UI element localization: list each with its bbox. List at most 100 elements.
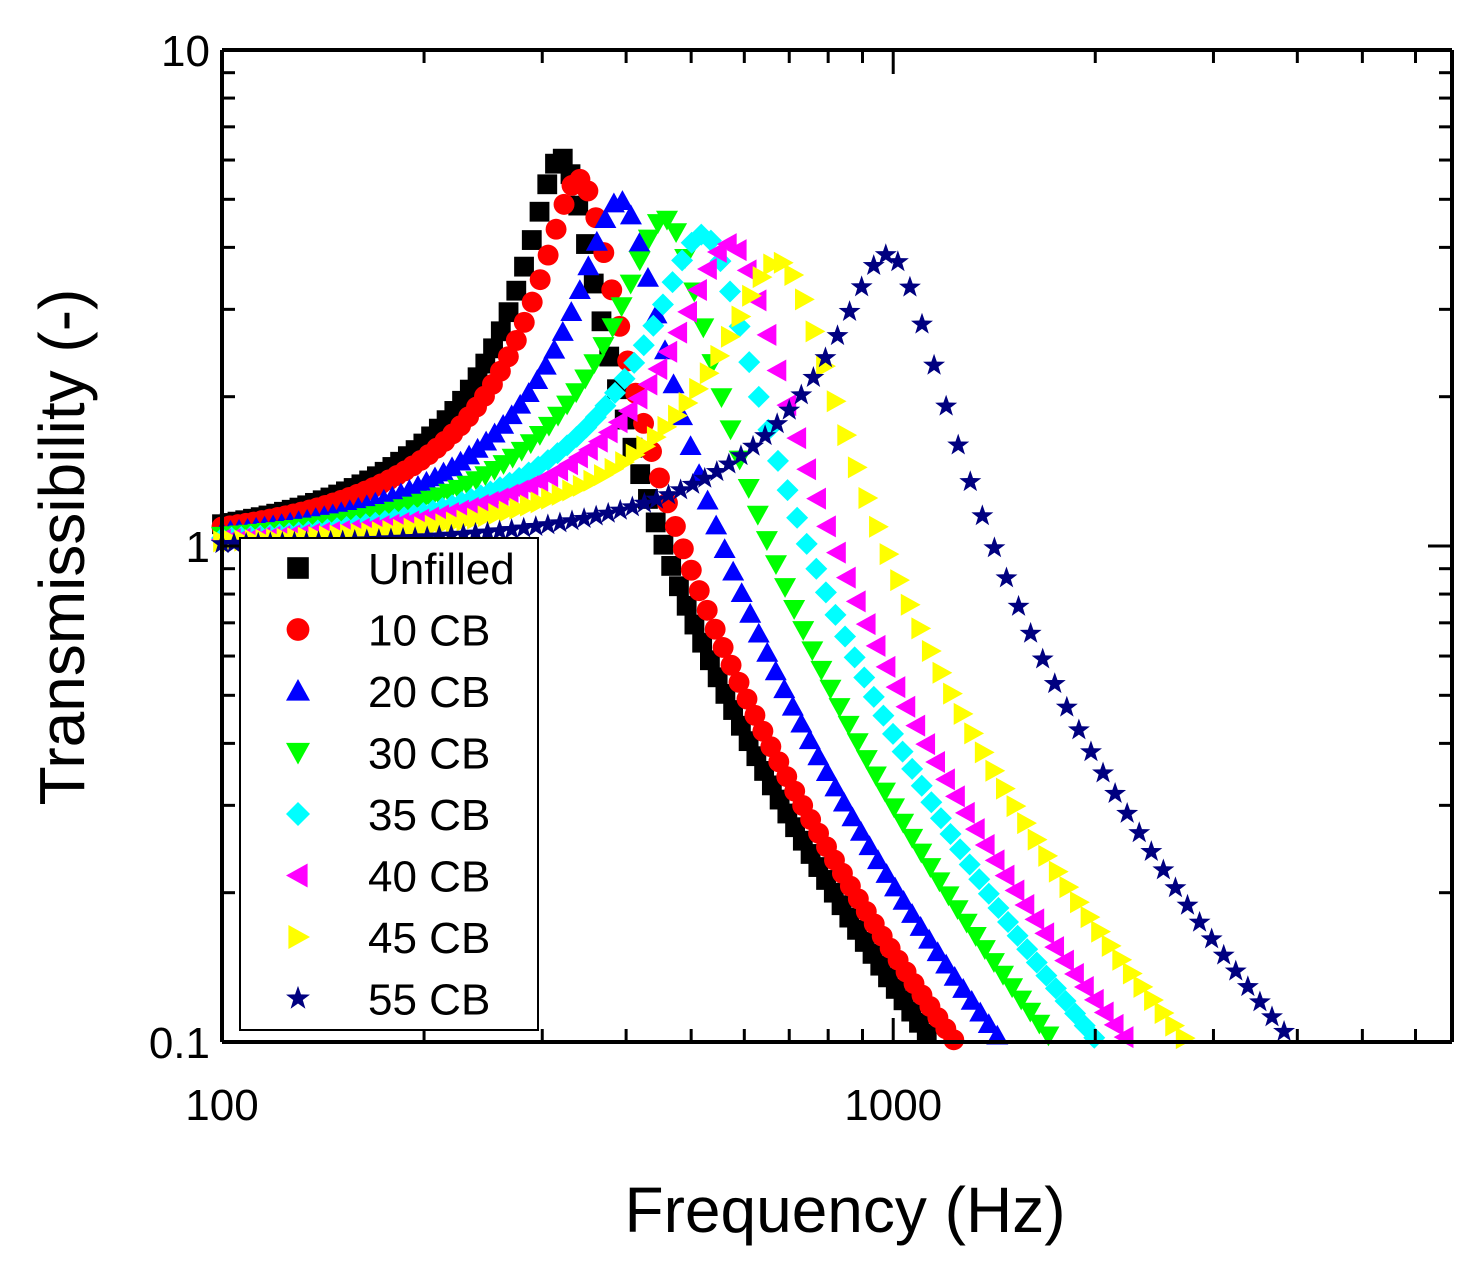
data-point [1019,621,1042,643]
data-point [1154,1001,1175,1024]
data-point [594,394,617,417]
data-point [905,714,926,737]
data-point [739,602,762,623]
data-point [1092,761,1115,783]
data-point [1073,976,1094,999]
legend-marker [286,863,308,888]
y-axis-title: Transmissibility (-) [26,289,98,806]
data-point [1212,943,1235,965]
data-point [432,461,455,482]
legend-label: 45 CB [368,914,490,963]
data-point [955,913,978,934]
data-point [467,507,487,530]
data-point [684,614,705,635]
data-point [764,555,787,575]
data-point [1044,936,1065,959]
data-point [699,362,720,385]
data-point [1133,975,1154,998]
data-point [731,305,752,328]
data-point [697,257,717,280]
data-point [1093,1001,1114,1024]
data-point [688,580,710,602]
data-point [692,318,715,339]
legend-marker [288,925,310,949]
data-point [707,667,728,688]
data-point [541,487,561,510]
data-point [747,622,770,643]
data-point [862,254,885,276]
data-point [977,1013,1000,1034]
data-point [1067,718,1090,740]
data-point [746,289,767,312]
data-point [719,420,742,441]
axes: 100 1000 0.1 1 10 [149,27,1454,1130]
data-point [696,599,718,621]
data-point [615,451,635,474]
data-point [529,269,551,291]
data-point [763,253,784,276]
data-point [1236,975,1259,997]
data-point [949,838,972,861]
data-point [490,321,511,342]
data-point [895,695,916,718]
data-point [943,1029,965,1051]
data-point [488,519,511,541]
data-point [671,249,694,272]
data-point [1014,894,1035,917]
data-point [404,526,427,548]
data-point [795,288,815,311]
data-point [1152,858,1175,880]
x-tick-label: 100 [185,1081,258,1130]
data-point [1064,962,1084,985]
data-point [867,849,890,870]
legend-marker [286,618,310,641]
data-point [986,1024,1009,1045]
data-point [613,367,636,390]
data-point [669,478,692,500]
data-point [932,661,953,684]
data-point [628,232,651,253]
data-point [1103,1013,1124,1036]
data-point [633,491,656,513]
data-point [699,229,722,252]
data-point [717,452,740,474]
data-point [578,438,598,461]
data-point [513,311,535,333]
data-point [943,965,966,986]
data-point [428,524,451,546]
data-point [609,498,632,520]
data-point [526,369,549,390]
data-point [561,509,583,531]
data-point [756,641,779,662]
data-point [1140,840,1163,862]
data-point [537,174,558,195]
data-point [874,243,897,265]
data-point [728,671,750,693]
data-point [754,424,777,446]
data-point [964,927,987,947]
data-point [985,759,1006,782]
data-point [692,632,713,653]
data-point [901,903,924,923]
data-point [891,740,914,763]
data-point [637,373,658,396]
data-point [665,223,688,243]
data-point [572,474,593,497]
data-point [898,275,921,297]
data-point [689,377,710,400]
data-point [568,279,591,300]
data-point [509,497,530,520]
data-point [815,761,838,781]
data-point [987,897,1010,920]
data-point [937,886,960,907]
data-point [696,489,719,510]
data-point [982,953,1005,973]
data-point [862,685,885,708]
data-point [664,515,686,537]
data-point [722,560,745,581]
data-point [801,641,824,662]
data-point [476,520,499,542]
data-point [984,849,1005,872]
data-point [661,271,684,294]
data-point [1128,821,1151,843]
